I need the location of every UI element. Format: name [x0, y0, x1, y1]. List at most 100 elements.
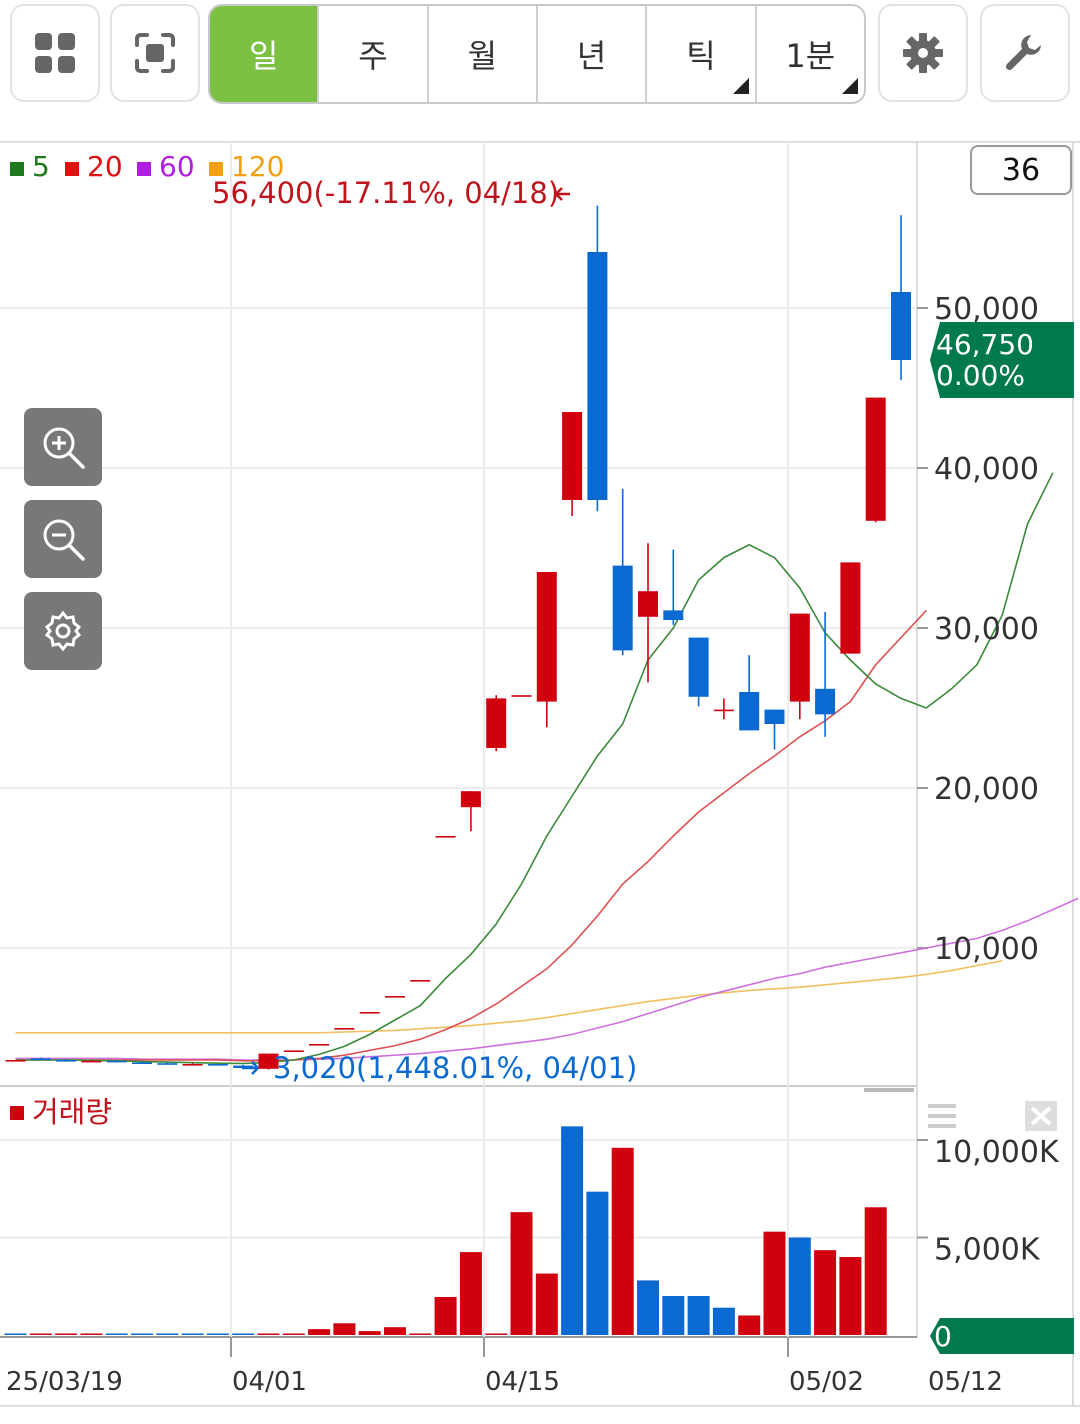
- tab-year[interactable]: 년: [538, 6, 648, 102]
- volume-bar: [384, 1327, 406, 1335]
- capture-button[interactable]: [110, 4, 200, 102]
- volume-bar: [712, 1307, 735, 1335]
- tab-tick[interactable]: 틱: [647, 6, 757, 102]
- candle-body: [789, 613, 810, 702]
- candles: [5, 205, 911, 1070]
- candle-body: [713, 709, 734, 712]
- y-tick-label: 40,000: [934, 452, 1039, 487]
- tab-month[interactable]: 월: [429, 6, 538, 102]
- volume-bar: [257, 1333, 280, 1335]
- tab-week-label: 주: [358, 37, 388, 75]
- candle-body: [688, 637, 709, 697]
- volume-bar: [586, 1191, 609, 1335]
- axis-labels: 50,000 40,000 30,000 20,000 10,000 46,7500.00…: [6, 150, 1074, 1397]
- high-annotation: 56,400(-17.11%, 04/18): [212, 176, 559, 210]
- volume-legend-label: 거래량: [32, 1095, 112, 1129]
- volume-y-tick-label: 10,000K: [934, 1135, 1060, 1170]
- legend-swatch: [10, 162, 24, 176]
- volume-bar: [232, 1333, 255, 1335]
- current-price-badge: [930, 322, 1074, 398]
- volume-bar: [29, 1333, 52, 1335]
- tab-month-label: 월: [467, 37, 498, 75]
- tools-button[interactable]: [980, 4, 1070, 102]
- volume-bar: [637, 1280, 659, 1335]
- tab-minute-label: 1분: [785, 37, 836, 75]
- candle-body: [410, 980, 431, 982]
- dropdown-corner-icon: [841, 78, 858, 94]
- chart-settings-button[interactable]: [878, 4, 968, 102]
- y-tick-label: 30,000: [934, 612, 1039, 647]
- candle-body: [5, 1060, 26, 1062]
- volume-bar: [814, 1250, 837, 1335]
- candle-body: [486, 698, 507, 748]
- candle-body: [562, 412, 583, 500]
- volume-bar: [738, 1315, 761, 1335]
- candle-body: [30, 1058, 51, 1060]
- candle-body: [663, 610, 684, 620]
- legend-swatch: [65, 162, 79, 176]
- legend-label: 120: [231, 150, 284, 183]
- volume-bars: [4, 1126, 887, 1335]
- zoom-out-button[interactable]: [24, 500, 102, 578]
- candle-body: [207, 1064, 228, 1066]
- candle-body: [56, 1060, 77, 1062]
- candle-body: [157, 1063, 178, 1065]
- candle-body: [865, 397, 886, 521]
- volume-bar: [687, 1296, 710, 1335]
- candle-body: [106, 1060, 127, 1063]
- candle-body: [258, 1053, 279, 1069]
- volume-bar: [4, 1333, 27, 1335]
- zoom-out-icon: [43, 519, 85, 561]
- zoom-in-button[interactable]: [24, 408, 102, 486]
- period-tabs: 일 주 월 년 틱 1분: [208, 4, 866, 104]
- x-tick-label: 25/03/19: [6, 1367, 123, 1397]
- volume-bar: [434, 1296, 457, 1335]
- settings-icon: [44, 610, 82, 652]
- candle-body: [536, 572, 557, 702]
- y-tick-label: 20,000: [934, 772, 1039, 807]
- legend-label: 20: [87, 150, 123, 183]
- grid: [0, 141, 1080, 1407]
- volume-bar: [308, 1329, 331, 1335]
- candle-body: [283, 1050, 304, 1052]
- candle-body: [359, 1012, 380, 1014]
- volume-bar: [55, 1333, 78, 1335]
- tab-week[interactable]: 주: [319, 6, 429, 102]
- ma5-line: [15, 472, 1054, 1065]
- candle-body: [460, 791, 481, 808]
- grid-menu-button[interactable]: [10, 4, 100, 102]
- tab-day[interactable]: 일: [210, 6, 320, 102]
- tab-year-label: 년: [576, 37, 607, 75]
- moving-average-lines: [15, 472, 1079, 1065]
- candle-body: [435, 836, 456, 838]
- high-arrow-icon: [555, 187, 570, 201]
- grid-icon: [35, 33, 75, 73]
- x-tick-label: 04/15: [485, 1367, 560, 1397]
- tab-minute[interactable]: 1분: [757, 6, 864, 102]
- low-annotation: 3,020(1,448.01%, 04/01): [273, 1051, 637, 1085]
- candle-body: [891, 292, 911, 360]
- candle-body: [334, 1028, 355, 1030]
- y-tick-label: 50,000: [934, 292, 1039, 327]
- gear-icon: [903, 33, 943, 73]
- indicator-settings-button[interactable]: [24, 592, 102, 670]
- volume-bar: [206, 1333, 229, 1335]
- candle-body: [511, 695, 532, 697]
- volume-bar: [864, 1207, 887, 1335]
- legend-label: 5: [32, 150, 50, 183]
- volume-bar: [156, 1333, 179, 1335]
- volume-bar: [561, 1126, 584, 1335]
- candle-body: [815, 688, 836, 715]
- volume-bar: [485, 1333, 508, 1335]
- volume-bar: [80, 1333, 103, 1335]
- x-tick-label: 05/12: [928, 1367, 1003, 1397]
- candle-body: [587, 252, 608, 500]
- candle-body: [182, 1064, 203, 1066]
- y-tick-label: 10,000: [934, 932, 1039, 967]
- visible-count-box[interactable]: 36: [970, 145, 1072, 195]
- volume-bar: [459, 1252, 482, 1335]
- candle-body: [840, 562, 861, 654]
- volume-bar: [358, 1331, 381, 1335]
- panel-menu-icon: [928, 1104, 956, 1128]
